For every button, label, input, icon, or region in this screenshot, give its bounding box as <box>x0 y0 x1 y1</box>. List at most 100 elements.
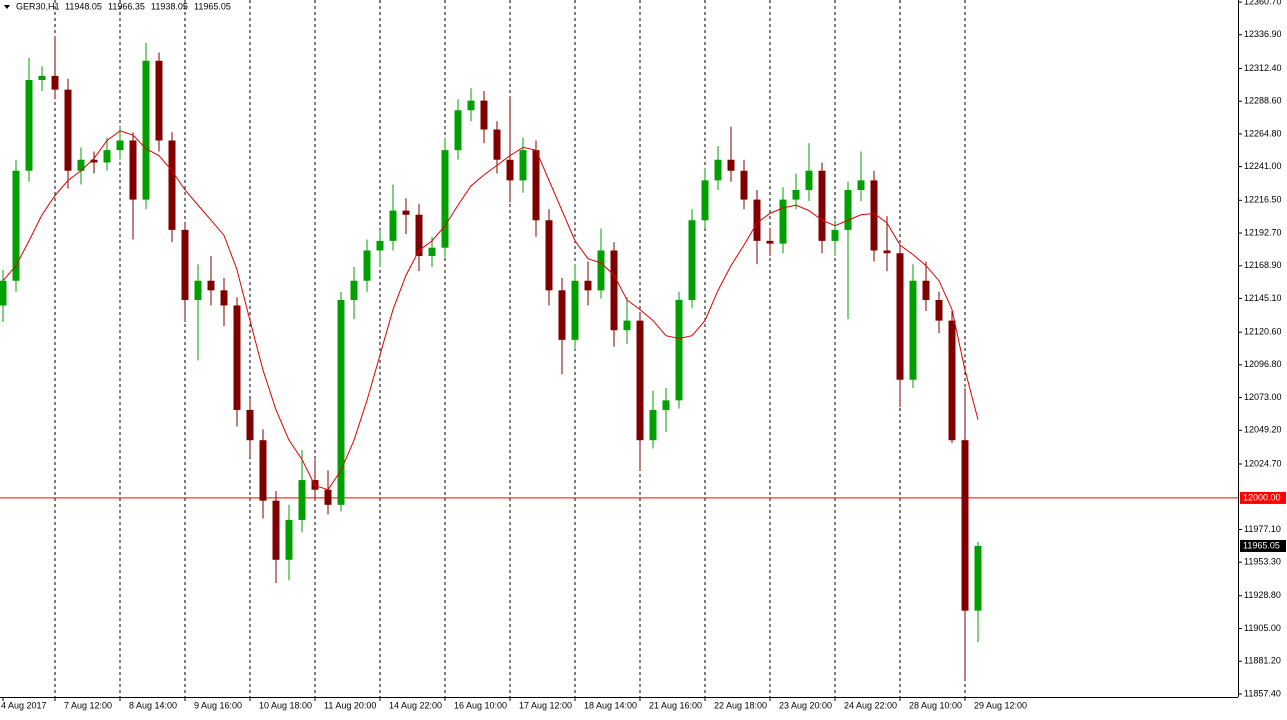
y-tick-label: 12312.40 <box>1244 63 1282 73</box>
candle-body <box>883 250 891 254</box>
y-tick-label: 12264.80 <box>1244 128 1282 138</box>
candle-body <box>272 500 280 560</box>
candle-body <box>64 89 72 171</box>
candle-body <box>233 305 241 410</box>
y-tick-label: 12336.90 <box>1244 29 1282 39</box>
y-tick-label: 11905.00 <box>1244 623 1281 633</box>
candle-body <box>454 110 462 151</box>
y-tick-label: 12216.50 <box>1244 195 1282 205</box>
candle-body <box>922 280 930 300</box>
y-tick-label: 12360.70 <box>1244 0 1282 6</box>
candle-body <box>441 150 449 248</box>
candle-body <box>25 80 33 171</box>
candle-body <box>532 150 540 221</box>
candle-body <box>974 545 982 611</box>
candle-body <box>792 189 800 200</box>
y-tick-label: 12288.60 <box>1244 96 1282 106</box>
x-tick-label: 28 Aug 10:00 <box>909 700 962 710</box>
x-tick-label: 23 Aug 20:00 <box>779 700 832 710</box>
x-tick-label: 4 Aug 2017 <box>1 700 47 710</box>
candle-body <box>623 320 631 331</box>
candle-body <box>961 440 969 611</box>
x-tick-label: 17 Aug 12:00 <box>519 700 572 710</box>
candle-body <box>519 150 527 181</box>
candle-body <box>168 140 176 230</box>
header-open: 11948.05 <box>65 1 102 11</box>
moving-average <box>2 130 979 491</box>
candle-body <box>740 170 748 200</box>
candle-body <box>246 409 254 441</box>
candle-body <box>675 299 683 401</box>
candle-body <box>207 280 215 291</box>
x-tick-label: 29 Aug 12:00 <box>974 700 1027 710</box>
candle-body <box>103 150 111 163</box>
y-tick-label: 11953.30 <box>1244 557 1281 567</box>
y-tick-label: 12096.80 <box>1244 359 1282 369</box>
candle-body <box>415 214 423 256</box>
candle-body <box>714 159 722 181</box>
candle-body <box>324 489 332 505</box>
y-tick-label: 12073.00 <box>1244 392 1282 402</box>
candle-body <box>389 210 397 241</box>
level-label: 12000.00 <box>1243 492 1281 502</box>
y-tick-label: 12192.70 <box>1244 227 1282 237</box>
candle-body <box>831 229 839 241</box>
candle-body <box>38 75 46 81</box>
y-tick-label: 11881.20 <box>1244 656 1281 666</box>
x-tick-label: 21 Aug 16:00 <box>649 700 702 710</box>
candle-body <box>298 480 306 520</box>
candle-body <box>337 299 345 505</box>
x-tick-label: 14 Aug 22:00 <box>389 700 442 710</box>
candle-body <box>181 229 189 300</box>
candle-body <box>610 250 618 331</box>
last-price-bg <box>1240 539 1286 552</box>
candle-body <box>779 199 787 244</box>
y-tick-label: 11928.80 <box>1244 590 1281 600</box>
candle-body <box>220 290 228 306</box>
candle-body <box>571 280 579 340</box>
candle-body <box>116 140 124 151</box>
x-tick-label: 11 Aug 20:00 <box>324 700 376 710</box>
candle-body <box>90 159 98 163</box>
x-tick-label: 10 Aug 18:00 <box>259 700 312 710</box>
y-tick-label: 12168.90 <box>1244 260 1282 270</box>
candle-body <box>77 159 85 171</box>
y-tick-label: 12120.60 <box>1244 327 1282 337</box>
candle-body <box>896 253 904 380</box>
candle-body <box>662 400 670 410</box>
candle-body <box>129 140 137 200</box>
candle-body <box>0 280 7 306</box>
y-tick-label: 12024.70 <box>1244 458 1282 468</box>
x-tick-label: 9 Aug 16:00 <box>194 700 242 710</box>
y-tick-label: 12049.20 <box>1244 425 1282 435</box>
candle-body <box>376 240 384 251</box>
candle-body <box>935 299 943 321</box>
candle-body <box>428 247 436 256</box>
candle-body <box>402 210 410 215</box>
x-tick-label: 22 Aug 18:00 <box>714 700 767 710</box>
x-tick-label: 16 Aug 10:00 <box>454 700 507 710</box>
candle-body <box>493 129 501 160</box>
candle-body <box>142 60 150 200</box>
y-tick-label: 11977.10 <box>1244 524 1281 534</box>
candle-body <box>259 440 267 501</box>
y-tick-label: 12145.10 <box>1244 293 1282 303</box>
candle-body <box>597 250 605 291</box>
x-tick-label: 7 Aug 12:00 <box>64 700 112 710</box>
candle-body <box>480 100 488 130</box>
candle-body <box>948 320 956 441</box>
collapse-icon <box>4 5 10 9</box>
candle-body <box>636 320 644 441</box>
candle-body <box>155 60 163 141</box>
candle-body <box>194 280 202 300</box>
candle-body <box>545 220 553 291</box>
candle-body <box>584 280 592 291</box>
y-tick-label: 11857.40 <box>1244 688 1281 698</box>
candle-body <box>350 280 358 300</box>
x-tick-label: 8 Aug 14:00 <box>129 700 177 710</box>
candle-body <box>818 170 826 241</box>
candle-body <box>506 159 514 181</box>
level-label-bg <box>1240 491 1286 504</box>
